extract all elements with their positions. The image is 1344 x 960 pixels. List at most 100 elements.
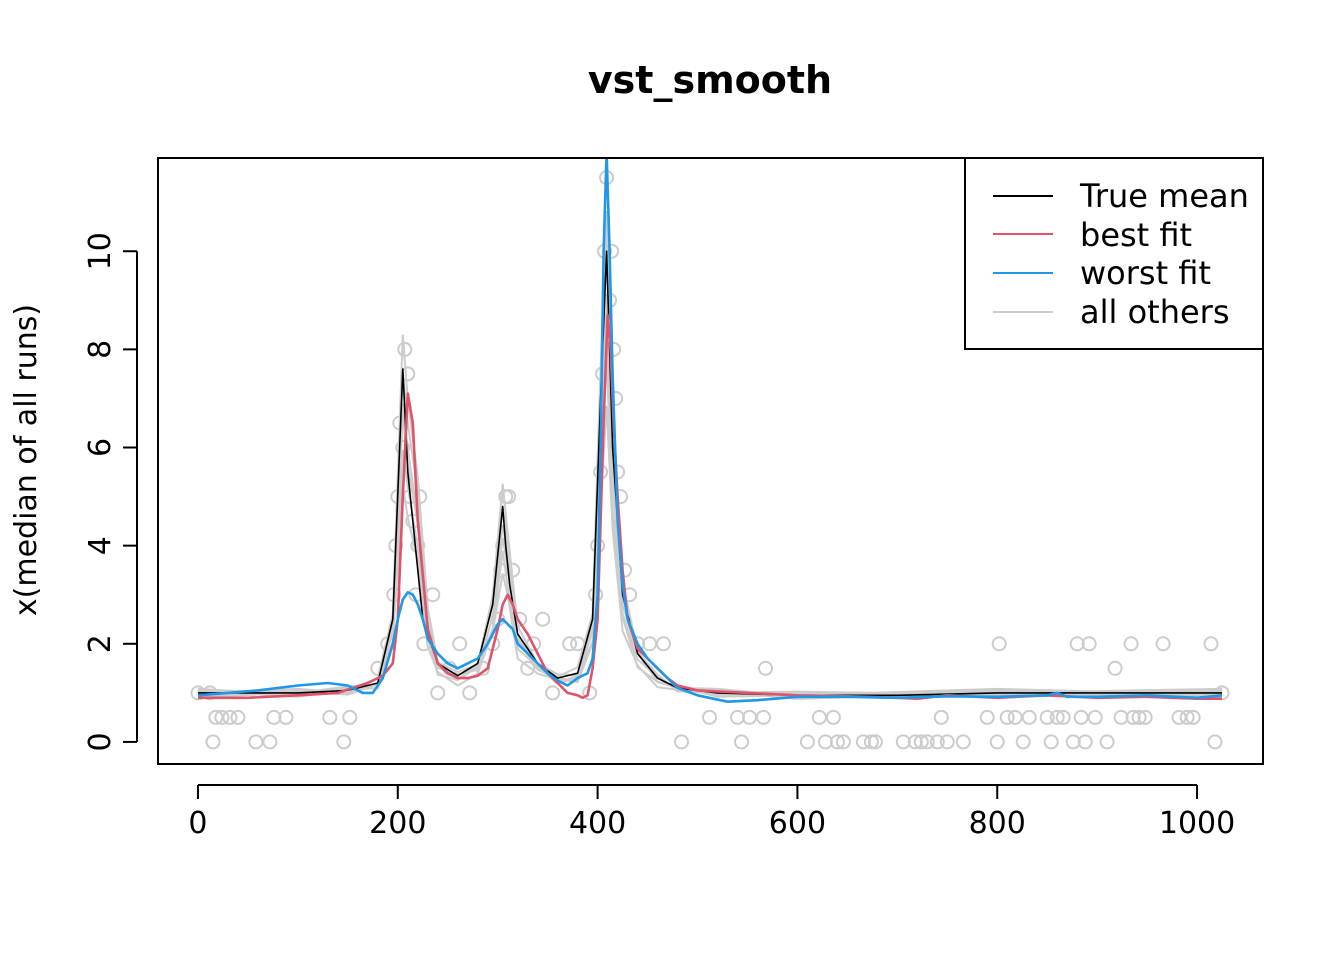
others-point-28 xyxy=(412,489,428,505)
y-tick-label-10: 10 xyxy=(83,232,118,270)
others-point-42 xyxy=(505,562,521,578)
others-point-45 xyxy=(526,636,542,652)
others-point-74 xyxy=(758,660,773,676)
others-points xyxy=(190,170,1230,750)
others-point-106 xyxy=(1077,734,1093,750)
others-point-102 xyxy=(1055,709,1071,725)
others-line-4 xyxy=(197,319,1223,700)
others-point-63 xyxy=(617,562,633,578)
y-tick-label-0: 0 xyxy=(83,732,118,751)
others-point-23 xyxy=(400,366,416,382)
others-point-110 xyxy=(1107,660,1123,676)
legend: True mean best fit worst fit all others xyxy=(964,157,1264,350)
others-point-6 xyxy=(222,709,238,725)
y-tick-label-4: 4 xyxy=(83,536,118,555)
others-point-30 xyxy=(425,587,441,603)
others-line-3 xyxy=(197,293,1223,698)
series-line-worst-fit xyxy=(197,158,1223,704)
others-point-100 xyxy=(1043,734,1059,750)
others-point-31 xyxy=(430,685,446,701)
others-point-14 xyxy=(342,709,358,725)
others-point-83 xyxy=(867,734,883,750)
others-point-92 xyxy=(979,709,995,725)
others-point-78 xyxy=(825,709,841,725)
others-point-39 xyxy=(495,538,511,554)
others-point-60 xyxy=(608,390,624,406)
others-point-73 xyxy=(756,709,771,725)
others-point-9 xyxy=(262,734,278,750)
others-point-108 xyxy=(1087,709,1103,725)
series-line-best-fit xyxy=(198,313,1222,701)
x-tick-label-1000: 1000 xyxy=(1159,806,1235,841)
others-point-7 xyxy=(230,709,246,725)
y-axis: 0 2 4 6 8 10 xyxy=(83,232,138,751)
series-lines xyxy=(197,158,1223,704)
others-point-22 xyxy=(397,341,413,357)
others-point-15 xyxy=(370,660,386,676)
others-point-34 xyxy=(462,685,478,701)
others-point-91 xyxy=(955,734,971,750)
others-point-51 xyxy=(588,587,604,603)
others-point-95 xyxy=(999,709,1015,725)
others-point-115 xyxy=(1137,709,1153,725)
y-tick-label-8: 8 xyxy=(83,340,118,359)
others-point-109 xyxy=(1099,734,1115,750)
others-point-112 xyxy=(1123,636,1139,652)
others-point-107 xyxy=(1081,636,1097,652)
others-point-90 xyxy=(939,734,955,750)
others-point-75 xyxy=(799,734,815,750)
legend-label-true-mean: True mean xyxy=(1079,177,1249,215)
others-point-33 xyxy=(452,636,468,652)
others-point-87 xyxy=(919,734,935,750)
others-point-96 xyxy=(1007,709,1023,725)
legend-box xyxy=(964,157,1264,350)
x-tick-label-0: 0 xyxy=(188,806,207,841)
others-point-35 xyxy=(475,660,491,676)
others-point-67 xyxy=(656,636,671,652)
others-point-121 xyxy=(1207,734,1223,750)
y-tick-label-2: 2 xyxy=(83,634,118,653)
others-point-5 xyxy=(214,709,230,725)
others-point-88 xyxy=(929,734,945,750)
legend-label-all-others: all others xyxy=(1080,293,1229,331)
others-point-13 xyxy=(336,734,352,750)
x-tick-label-400: 400 xyxy=(569,806,626,841)
others-point-68 xyxy=(674,734,689,750)
others-point-97 xyxy=(1015,734,1031,750)
x-tick-label-600: 600 xyxy=(769,806,826,841)
others-point-71 xyxy=(734,734,749,750)
others-point-44 xyxy=(520,660,536,676)
others-point-105 xyxy=(1073,709,1089,725)
others-point-99 xyxy=(1039,709,1055,725)
others-point-58 xyxy=(604,243,620,259)
x-tick-label-800: 800 xyxy=(969,806,1026,841)
others-point-93 xyxy=(989,734,1005,750)
others-point-82 xyxy=(863,734,879,750)
others-point-89 xyxy=(933,709,949,725)
others-point-47 xyxy=(545,685,561,701)
x-axis: 0 200 400 600 800 1000 xyxy=(188,784,1235,841)
y-axis-label: x(median of all runs) xyxy=(9,304,44,616)
others-point-46 xyxy=(535,611,551,627)
others-point-101 xyxy=(1049,709,1065,725)
others-point-21 xyxy=(395,440,411,455)
others-point-116 xyxy=(1155,636,1171,652)
others-point-41 xyxy=(501,489,517,505)
others-line-5 xyxy=(197,357,1223,698)
plot-frame xyxy=(157,157,1264,765)
others-point-119 xyxy=(1185,709,1201,725)
others-point-3 xyxy=(205,734,221,750)
others-point-79 xyxy=(829,734,845,750)
others-point-48 xyxy=(562,636,578,652)
legend-label-best-fit: best fit xyxy=(1080,216,1192,254)
others-point-98 xyxy=(1021,709,1037,725)
others-point-12 xyxy=(322,709,338,725)
others-point-62 xyxy=(613,489,629,505)
others-point-69 xyxy=(702,709,717,725)
chart-title: vst_smooth xyxy=(588,58,832,102)
others-point-86 xyxy=(913,734,929,750)
others-point-11 xyxy=(278,709,294,725)
others-point-27 xyxy=(410,538,426,554)
y-tick-label-6: 6 xyxy=(83,438,118,457)
